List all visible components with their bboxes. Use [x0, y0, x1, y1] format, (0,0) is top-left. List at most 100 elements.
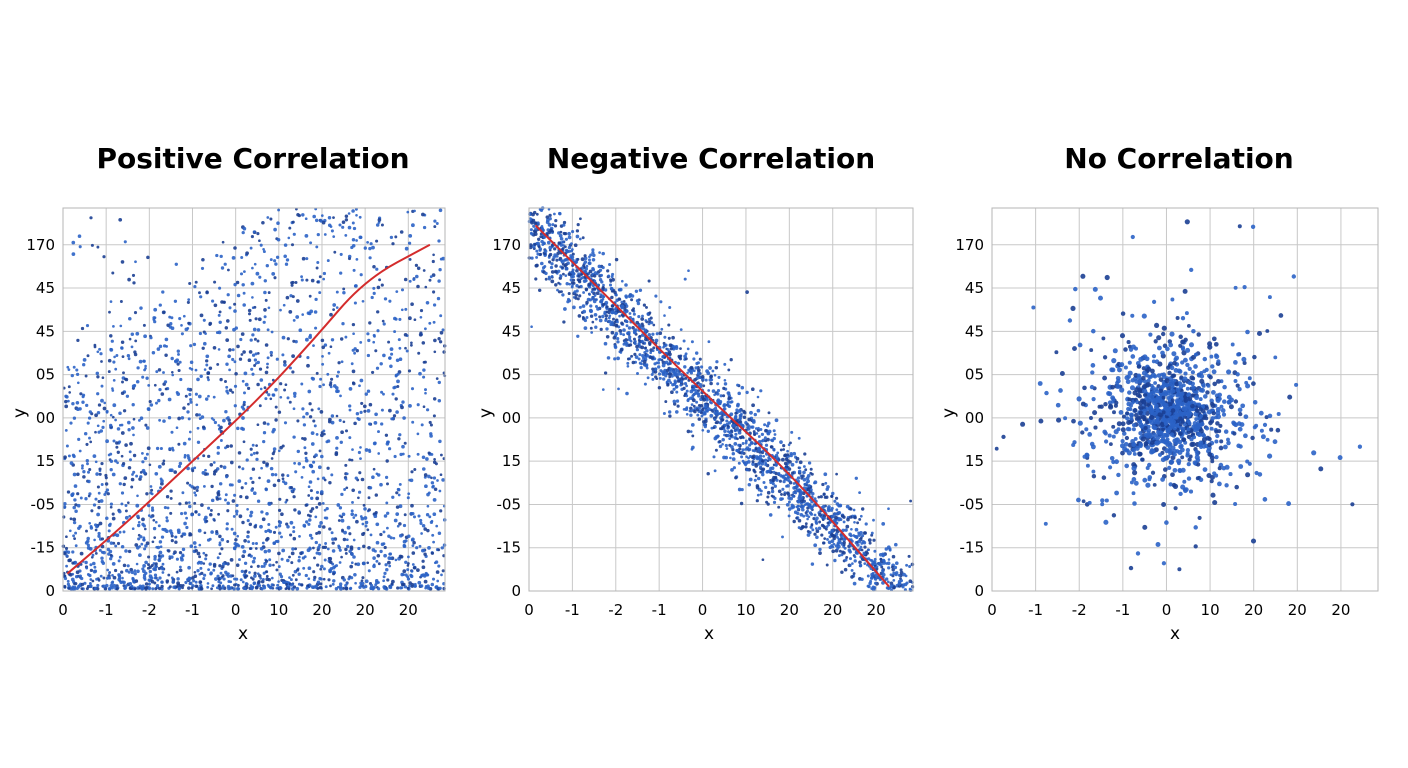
scatter-point [1141, 366, 1146, 371]
scatter-point [583, 318, 588, 323]
scatter-point [591, 268, 596, 272]
scatter-point [369, 242, 373, 246]
scatter-point [533, 232, 538, 236]
scatter-point [651, 367, 655, 371]
scatter-point [274, 418, 278, 422]
scatter-point [553, 212, 556, 216]
scatter-point [737, 430, 742, 435]
scatter-point [93, 345, 97, 349]
scatter-point [306, 513, 310, 517]
scatter-point [591, 287, 595, 291]
scatter-point [412, 566, 417, 570]
scatter-point [830, 494, 834, 498]
scatter-point [351, 322, 356, 327]
scatter-point [860, 548, 864, 552]
scatter-point [899, 568, 903, 572]
scatter-point [591, 248, 595, 252]
scatter-point [81, 464, 84, 468]
scatter-point [375, 472, 379, 476]
scatter-point [243, 570, 248, 574]
scatter-point [670, 390, 674, 395]
scatter-point [759, 389, 763, 393]
scatter-point [613, 357, 617, 361]
scatter-point [421, 455, 426, 460]
scatter-point [333, 537, 338, 541]
scatter-point [253, 305, 257, 309]
scatter-point [654, 294, 658, 298]
scatter-point [330, 229, 334, 233]
scatter-point [288, 226, 292, 230]
scatter-point [615, 320, 619, 324]
scatter-point [337, 519, 341, 522]
scatter-point [200, 503, 204, 507]
scatter-points [527, 206, 915, 592]
x-tick-label: -2 [608, 601, 623, 619]
scatter-point [304, 217, 308, 221]
scatter-point [815, 535, 819, 540]
scatter-point [344, 547, 348, 552]
scatter-point [133, 311, 138, 315]
y-tick-label: 170 [26, 236, 55, 254]
scatter-point [118, 555, 122, 559]
scatter-point [426, 586, 431, 590]
scatter-point [199, 295, 203, 299]
scatter-point [576, 297, 580, 301]
scatter-point [375, 239, 379, 243]
scatter-point [215, 530, 219, 534]
scatter-point [165, 519, 169, 523]
scatter-point [869, 579, 873, 583]
scatter-point [437, 239, 441, 243]
scatter-point [189, 581, 193, 585]
scatter-point [693, 409, 697, 414]
scatter-point [353, 351, 357, 355]
scatter-point [222, 300, 225, 304]
scatter-point [820, 523, 825, 528]
scatter-point [740, 455, 744, 459]
scatter-point [306, 584, 310, 588]
scatter-point [669, 347, 673, 351]
scatter-point [411, 563, 415, 566]
scatter-point [361, 522, 365, 526]
scatter-point [250, 576, 253, 580]
scatter-point [257, 580, 261, 584]
scatter-point [126, 564, 130, 568]
scatter-point [550, 262, 554, 266]
scatter-point [745, 468, 749, 472]
scatter-point [243, 371, 248, 376]
scatter-point [317, 530, 322, 535]
scatter-point [770, 494, 774, 498]
scatter-point [216, 362, 220, 366]
scatter-point [627, 326, 632, 330]
scatter-point [320, 433, 324, 438]
scatter-point [66, 490, 71, 494]
scatter-point [157, 566, 161, 571]
scatter-point [799, 490, 803, 494]
scatter-point [280, 557, 284, 561]
scatter-point [848, 564, 852, 567]
scatter-point [410, 343, 413, 347]
scatter-point [304, 573, 308, 578]
scatter-point [225, 417, 229, 420]
scatter-point [75, 368, 79, 372]
scatter-point [800, 499, 804, 503]
chart-positive-correlation: Positive Correlation 1704545050015-05-15… [10, 142, 447, 644]
scatter-point [404, 246, 409, 251]
scatter-point [151, 540, 155, 544]
scatter-point [94, 460, 98, 464]
scatter-point [63, 551, 67, 556]
scatter-point [354, 476, 358, 480]
scatter-point [265, 462, 269, 466]
scatter-point [548, 254, 551, 258]
scatter-point [94, 528, 98, 532]
scatter-point [632, 330, 637, 335]
scatter-point [831, 491, 835, 496]
scatter-point [177, 416, 181, 421]
scatter-point [269, 258, 273, 262]
scatter-point [97, 430, 101, 434]
scatter-point [225, 522, 229, 526]
scatter-point [120, 545, 125, 549]
scatter-point [191, 576, 195, 580]
scatter-point [286, 525, 290, 529]
scatter-point [97, 531, 101, 536]
scatter-point [319, 567, 323, 571]
